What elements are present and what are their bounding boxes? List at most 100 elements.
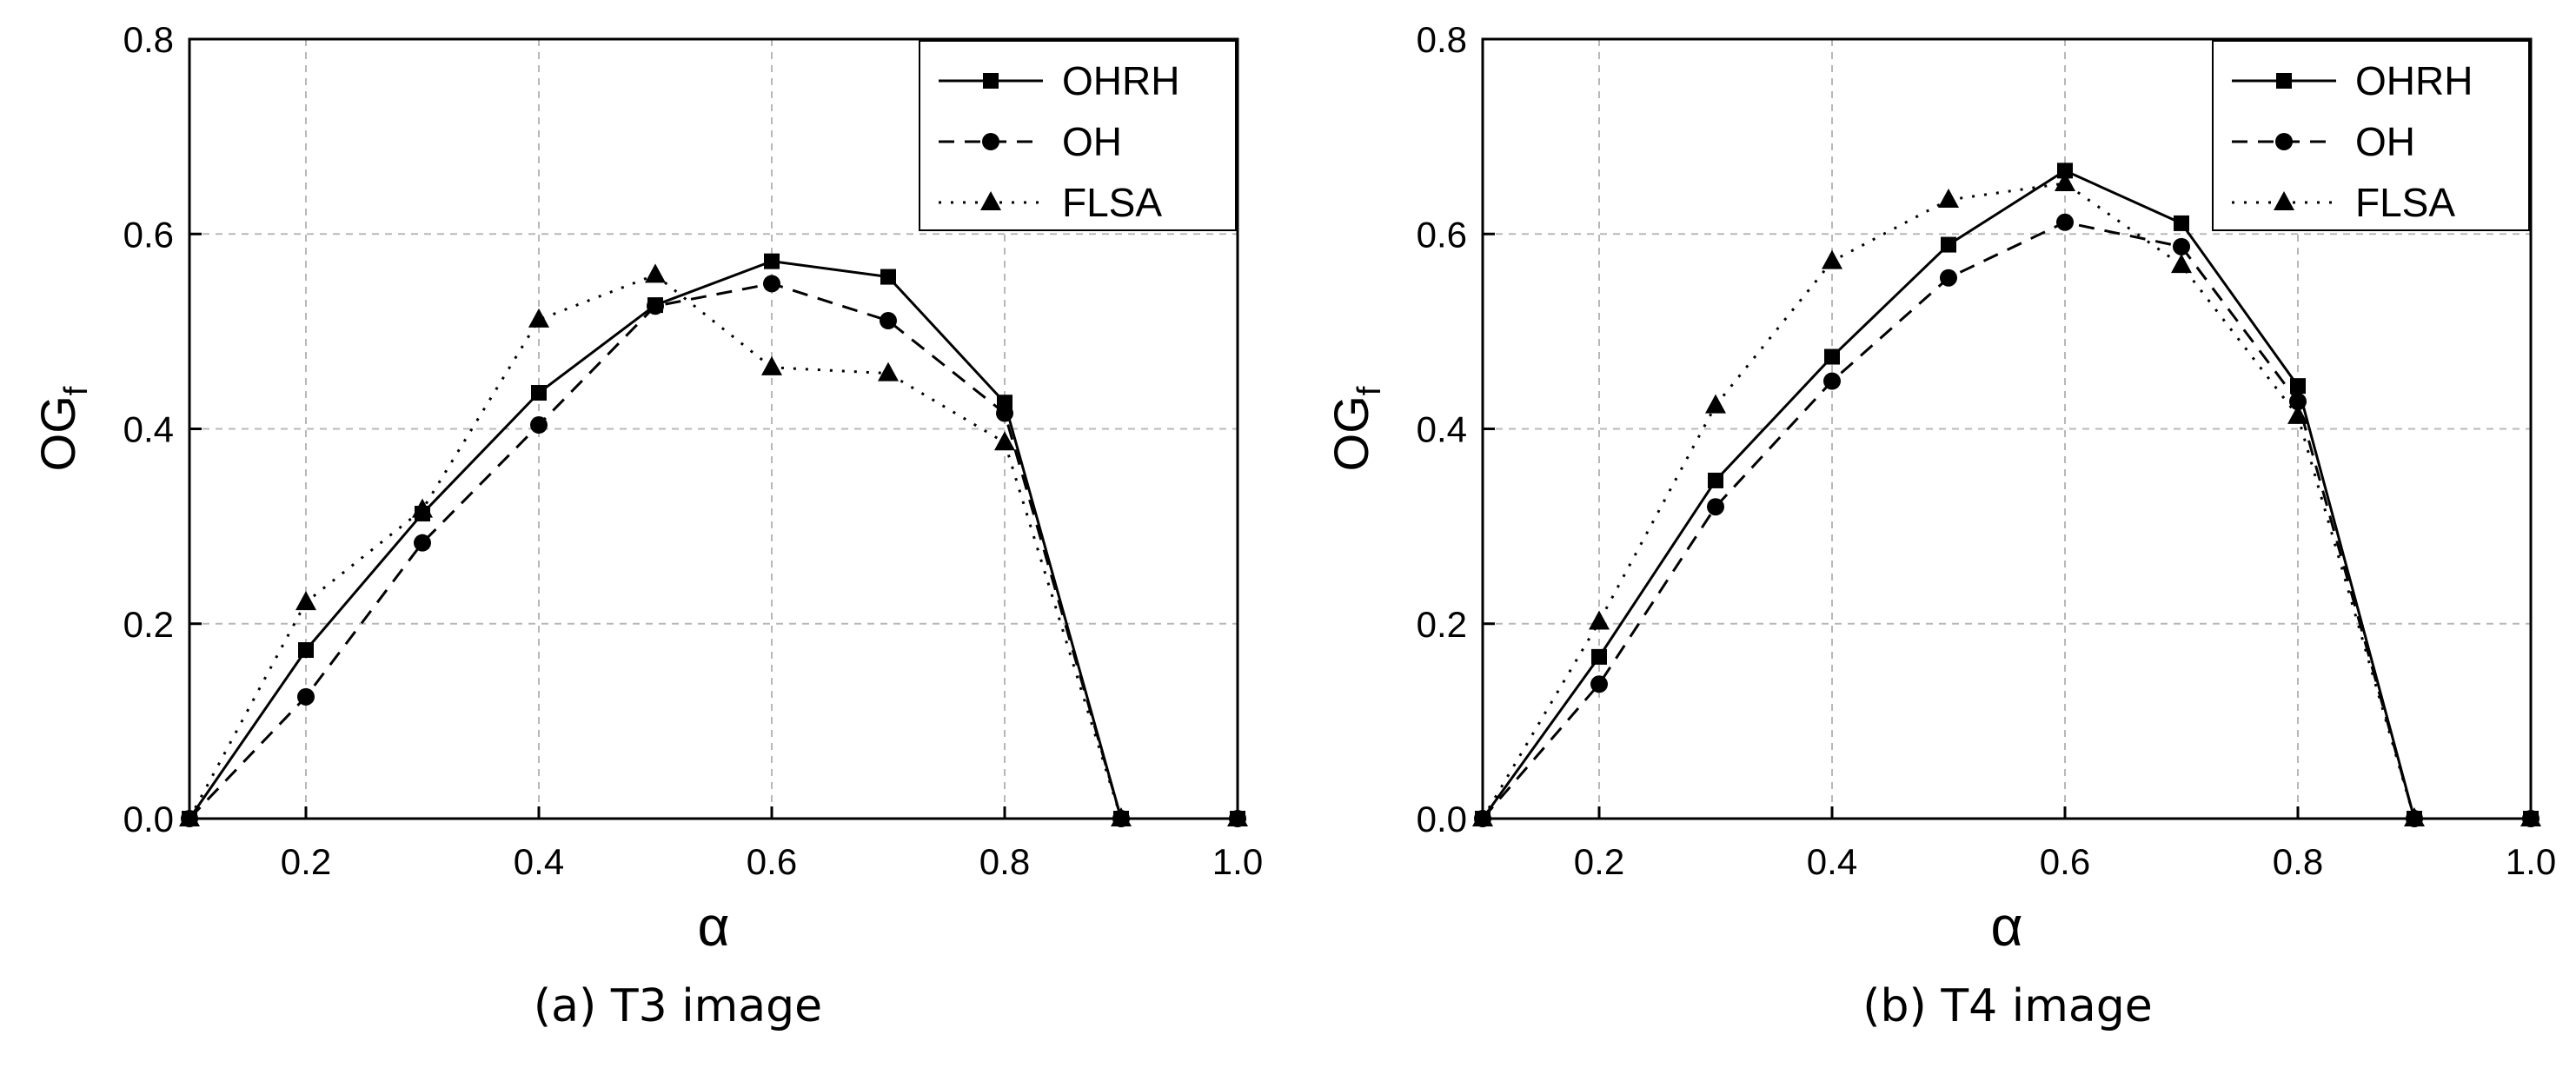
data-point-ohrh — [880, 269, 896, 285]
series-ohrh — [1475, 163, 2539, 826]
data-point-oh — [1823, 372, 1841, 390]
y-tick-label: 0.2 — [1417, 604, 1467, 645]
legend-marker-oh — [2275, 133, 2293, 150]
series-line-ohrh — [188, 260, 1238, 820]
y-axis-label: OGf — [30, 386, 95, 471]
legend-label-oh: OH — [1062, 119, 1122, 164]
y-tick-label: 0.4 — [123, 409, 174, 450]
y-tick-label: 0.8 — [123, 19, 174, 60]
series-line-oh — [1481, 221, 2531, 820]
x-axis-label: α — [698, 895, 730, 958]
data-point-flsa — [1822, 249, 1842, 269]
data-point-oh — [996, 404, 1013, 422]
series-ohrh — [182, 253, 1245, 826]
legend-box — [2212, 40, 2530, 231]
x-tick-label: 0.6 — [747, 841, 797, 882]
x-tick-label: 1.0 — [1212, 841, 1263, 882]
data-point-oh — [647, 297, 664, 315]
data-point-ohrh — [764, 253, 780, 269]
data-point-ohrh — [1941, 236, 1956, 253]
y-tick-label: 0.6 — [1417, 214, 1467, 255]
y-tick-label: 0.2 — [123, 604, 174, 645]
x-axis-label: α — [1991, 895, 2023, 958]
data-point-ohrh — [2057, 163, 2073, 179]
data-point-flsa — [2287, 404, 2308, 424]
data-point-flsa — [1227, 807, 1248, 826]
data-point-flsa — [412, 498, 433, 518]
data-point-oh — [414, 534, 431, 552]
x-tick-label: 0.2 — [1574, 841, 1624, 882]
series-oh — [1474, 213, 2539, 827]
chart-b: 0.2 0.4 0.6 0.8 1.0 0.0 0.2 0.4 0.6 0.8 α OGf OHRH OH… — [1324, 19, 2556, 1032]
gridlines — [1483, 39, 2531, 819]
legend-label-flsa: FLSA — [1062, 180, 1162, 225]
data-point-oh — [763, 275, 780, 293]
y-axis-label: OGf — [1324, 386, 1388, 471]
legend-marker-flsa — [980, 191, 1001, 210]
data-point-oh — [297, 687, 315, 706]
y-tick-label: 0.8 — [1417, 19, 1467, 60]
data-point-ohrh — [1708, 472, 1723, 488]
data-point-flsa — [2171, 254, 2192, 274]
legend-label-ohrh: OHRH — [2355, 58, 2473, 103]
data-point-flsa — [1472, 807, 1493, 826]
x-tick-label: 0.6 — [2040, 841, 2090, 882]
series-line-flsa — [188, 273, 1238, 820]
data-point-flsa — [761, 355, 782, 375]
y-tick-label: 0.6 — [123, 214, 174, 255]
data-point-oh — [880, 312, 897, 330]
data-point-ohrh — [298, 642, 314, 659]
x-tick-label: 0.2 — [281, 841, 331, 882]
series-oh — [181, 275, 1246, 827]
series-line-ohrh — [1481, 169, 2531, 820]
data-point-oh — [1707, 498, 1724, 516]
caption-a: (a) T3 image — [534, 980, 822, 1032]
legend-label-ohrh: OHRH — [1062, 58, 1179, 103]
data-point-oh — [530, 416, 548, 434]
data-point-ohrh — [531, 385, 547, 401]
y-tick-label: 0.0 — [123, 799, 174, 839]
legend-marker-ohrh — [983, 73, 999, 89]
legend: OHRH OH FLSA — [919, 40, 1237, 231]
x-tick-label: 0.8 — [979, 841, 1030, 882]
data-point-flsa — [1111, 807, 1132, 826]
legend-box — [919, 40, 1237, 231]
series-line-oh — [188, 282, 1238, 820]
data-point-flsa — [878, 362, 899, 381]
data-point-oh — [2173, 237, 2190, 255]
data-point-flsa — [528, 308, 549, 328]
data-point-oh — [2289, 393, 2307, 411]
legend-marker-oh — [982, 133, 999, 150]
data-point-flsa — [2520, 807, 2541, 826]
legend-label-oh: OH — [2355, 119, 2415, 164]
data-point-flsa — [994, 431, 1015, 451]
data-point-flsa — [2055, 171, 2075, 191]
legend-label-flsa: FLSA — [2355, 180, 2455, 225]
legend-marker-ohrh — [2276, 73, 2292, 89]
x-tick-label: 0.4 — [514, 841, 564, 882]
data-point-flsa — [1705, 394, 1726, 414]
data-point-oh — [2056, 213, 2074, 231]
x-tick-label: 1.0 — [2506, 841, 2556, 882]
data-point-ohrh — [1591, 648, 1607, 665]
data-point-flsa — [1938, 189, 1959, 209]
caption-b: (b) T4 image — [1862, 980, 2152, 1032]
series-flsa — [179, 263, 1248, 826]
data-point-flsa — [295, 591, 316, 611]
data-point-ohrh — [2290, 378, 2306, 395]
data-point-oh — [1590, 675, 1608, 693]
data-point-oh — [1940, 269, 1957, 287]
data-point-ohrh — [2174, 215, 2189, 231]
data-point-flsa — [2404, 807, 2425, 826]
series-flsa — [1472, 171, 2541, 826]
gridlines — [189, 39, 1238, 819]
x-tick-label: 0.8 — [2273, 841, 2323, 882]
data-point-ohrh — [1824, 348, 1840, 365]
legend-marker-flsa — [2274, 191, 2294, 210]
chart-a: 0.2 0.4 0.6 0.8 1.00.00.20.40.60.8αOGfOHRHOH… — [30, 19, 1263, 1032]
y-tick-label: 0.4 — [1417, 409, 1467, 450]
x-tick-label: 0.4 — [1807, 841, 1857, 882]
y-tick-label: 0.0 — [1417, 799, 1467, 839]
